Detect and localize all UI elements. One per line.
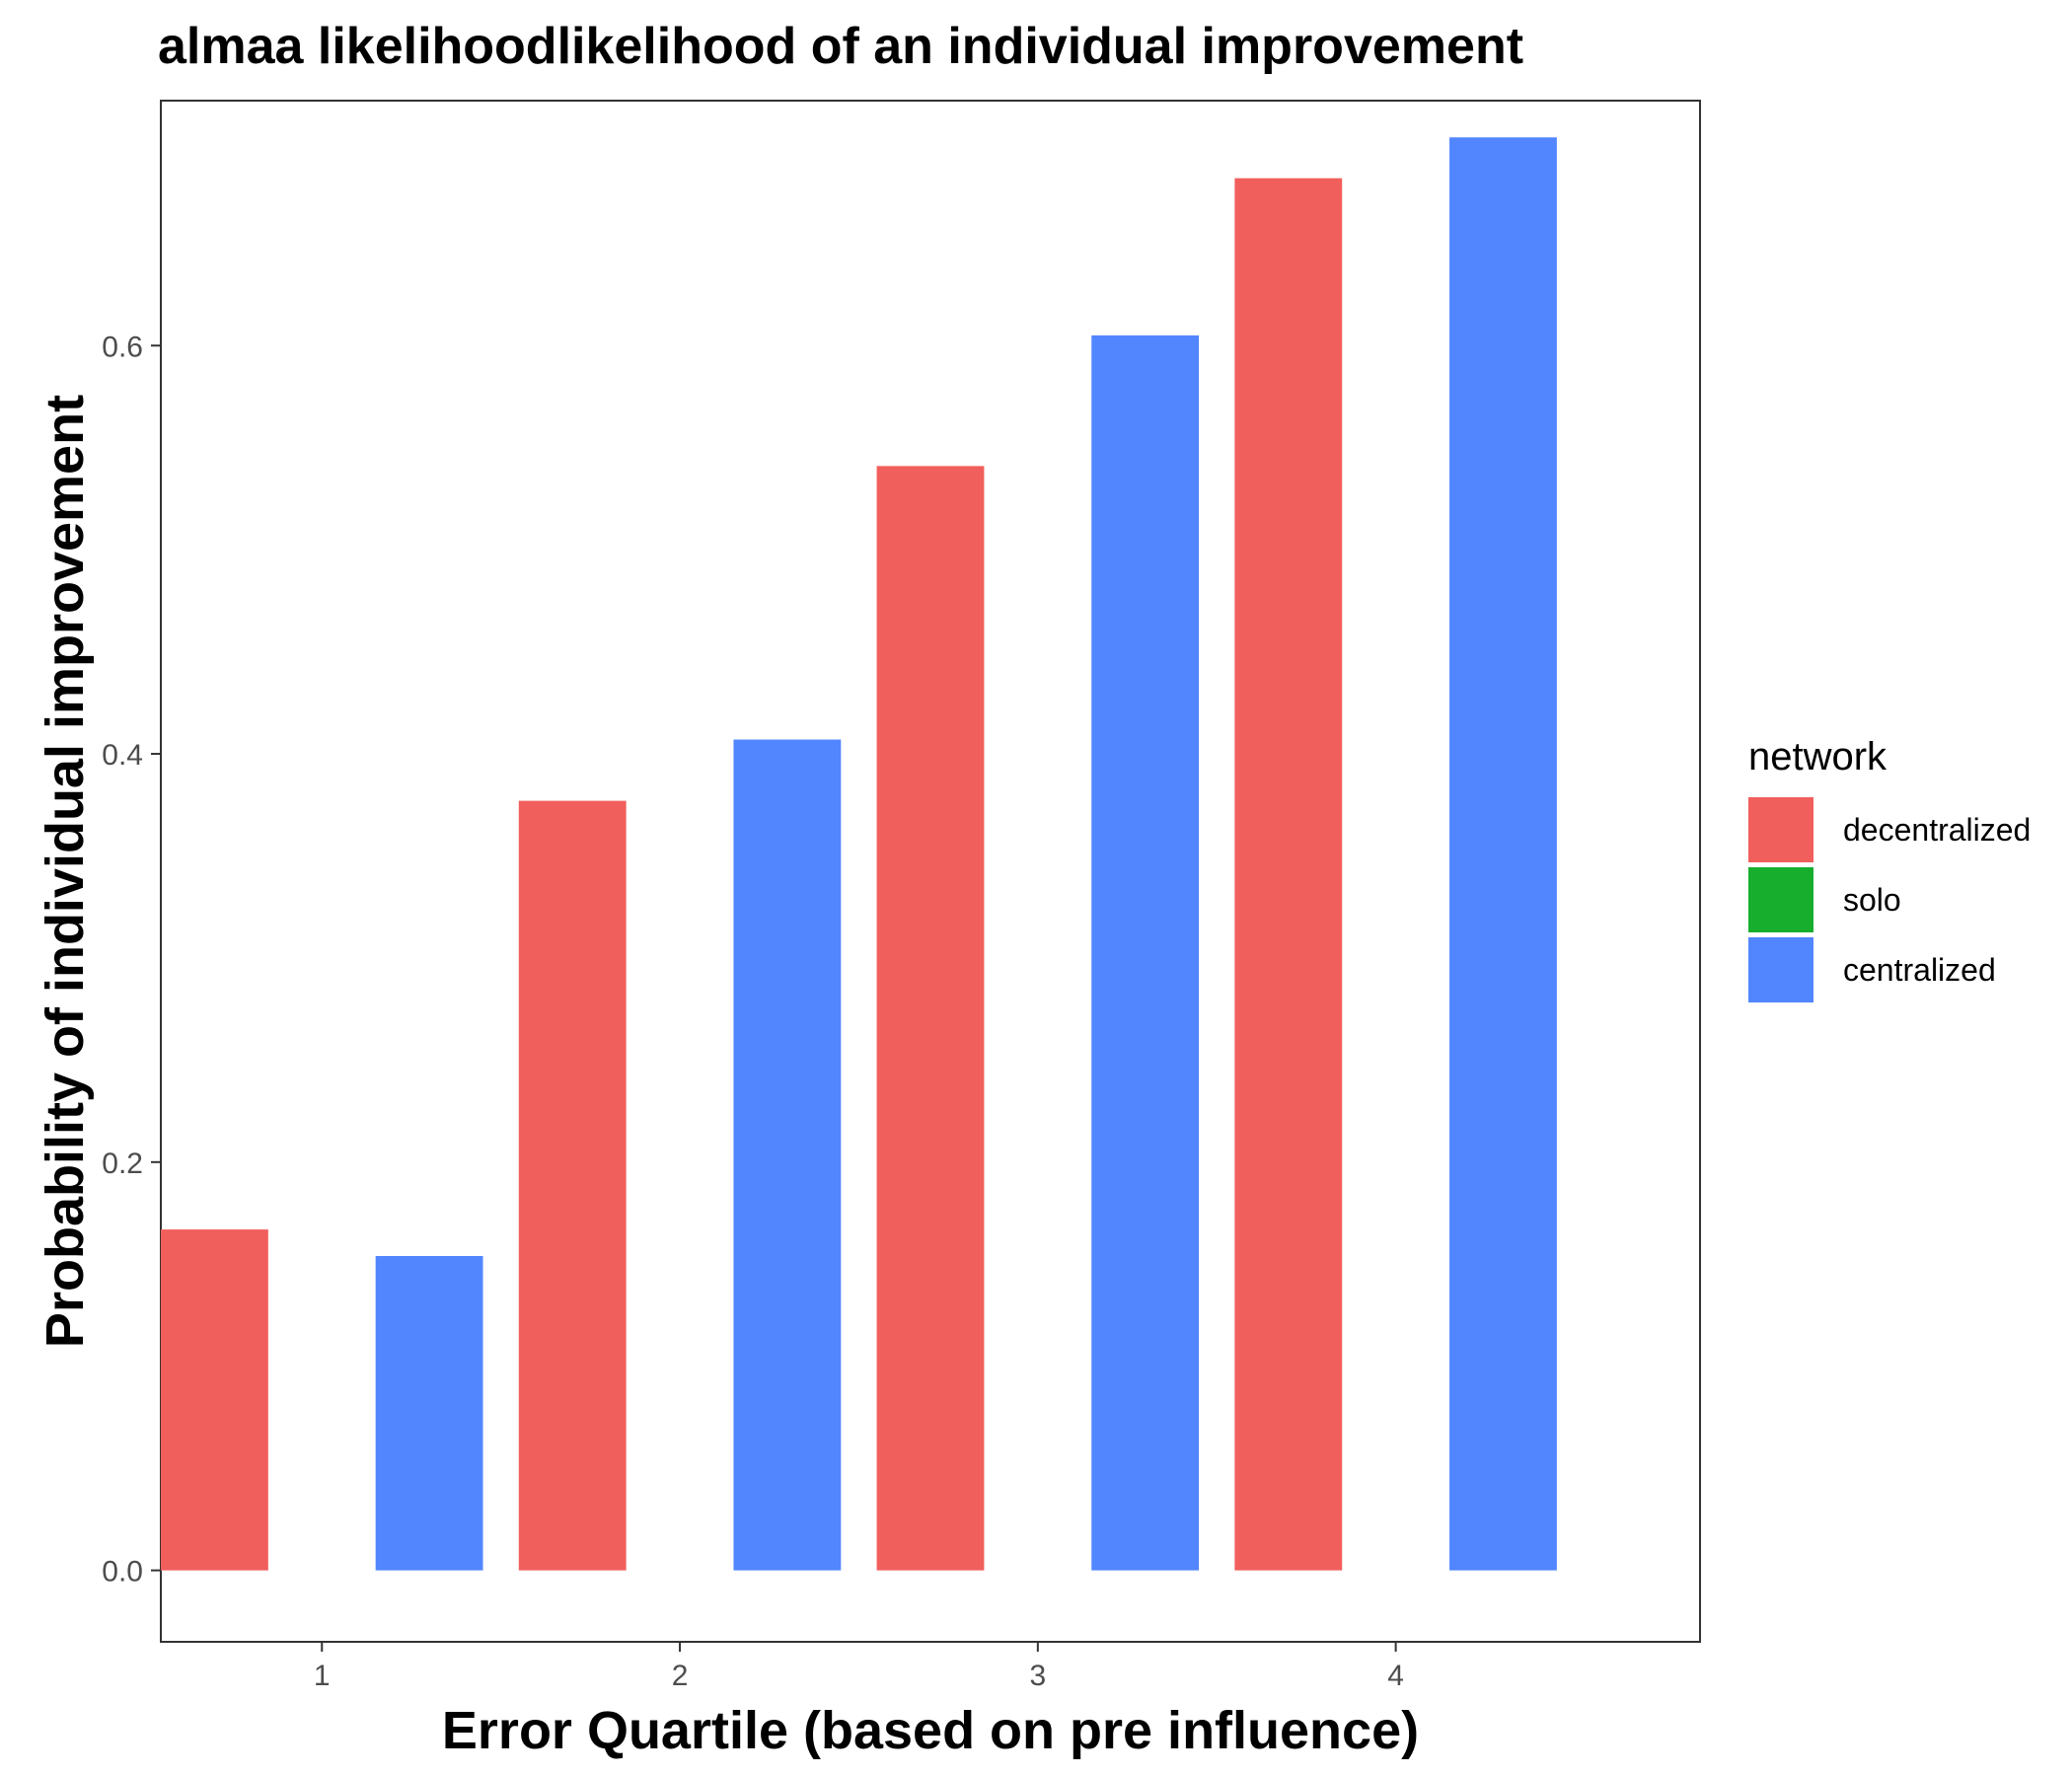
legend-key-centralized <box>1748 937 1813 1002</box>
y-axis-title: Probability of individual improvement <box>36 395 95 1348</box>
legend-label-centralized: centralized <box>1843 952 1996 988</box>
bar-decentralized <box>161 1229 268 1571</box>
y-tick-label: 0.2 <box>102 1147 143 1180</box>
bar-decentralized <box>1234 178 1343 1571</box>
bar-centralized <box>1449 137 1557 1571</box>
bar-decentralized <box>876 466 985 1571</box>
y-axis: 0.0 0.2 0.4 0.6 <box>102 331 161 1589</box>
legend-title: network <box>1748 735 1887 778</box>
bar-centralized <box>1091 334 1200 1571</box>
legend-label-solo: solo <box>1843 882 1901 918</box>
chart-title: almaa likelihoodlikelihood of an individ… <box>158 18 1523 75</box>
y-tick-label: 0.4 <box>102 739 143 772</box>
legend-key-decentralized <box>1748 797 1813 862</box>
bar-centralized <box>733 739 842 1571</box>
bar-centralized <box>375 1255 483 1571</box>
y-tick-label: 0.0 <box>102 1556 143 1589</box>
bar-decentralized <box>518 800 627 1571</box>
legend-key-solo <box>1748 867 1813 932</box>
y-tick-label: 0.6 <box>102 331 143 363</box>
bars-layer <box>161 137 1557 1571</box>
x-axis: 1 2 3 4 <box>314 1642 1404 1692</box>
legend: network decentralized solo centralized <box>1748 735 2031 1002</box>
x-tick-label: 1 <box>314 1660 331 1692</box>
x-tick-label: 3 <box>1029 1660 1046 1692</box>
x-tick-label: 2 <box>672 1660 689 1692</box>
legend-label-decentralized: decentralized <box>1843 812 2031 848</box>
x-tick-label: 4 <box>1387 1660 1404 1692</box>
x-axis-title: Error Quartile (based on pre influence) <box>442 1701 1419 1760</box>
